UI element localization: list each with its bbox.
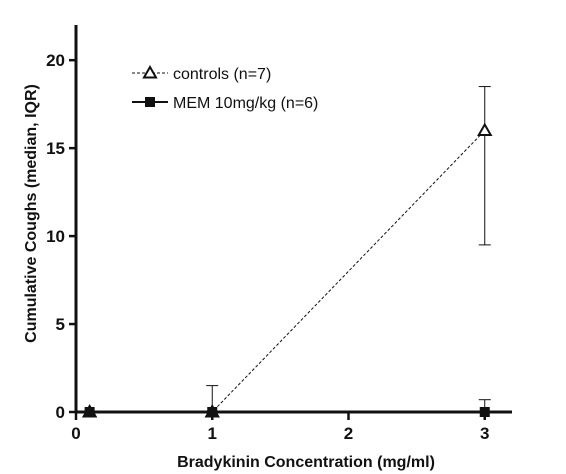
y-tick-label: 10 [46, 227, 65, 246]
y-tick-label: 15 [46, 139, 65, 158]
series-controls [81, 86, 493, 418]
y-axis-ticks: 0 5 10 15 20 [46, 51, 76, 422]
x-tick-label: 0 [71, 424, 80, 443]
y-tick-label: 5 [56, 315, 65, 334]
data-point [477, 122, 493, 137]
x-tick-label: 2 [344, 424, 353, 443]
legend-marker [142, 64, 158, 79]
y-tick-label: 20 [46, 51, 65, 70]
x-axis-ticks: 0 1 2 3 [71, 412, 489, 443]
series-line [89, 130, 486, 413]
x-tick-label: 3 [480, 424, 489, 443]
series-layer [81, 86, 493, 418]
y-axis-title: Cumulative Coughs (median, IQR) [23, 84, 40, 343]
legend-item: MEM 10mg/kg (n=6) [132, 95, 318, 112]
legend-marker [145, 97, 155, 107]
legend-label: MEM 10mg/kg (n=6) [173, 95, 318, 112]
legend-label: controls (n=7) [173, 66, 271, 83]
x-tick-label: 1 [208, 424, 217, 443]
legend-item: controls (n=7) [132, 64, 271, 83]
series-mem [84, 399, 491, 417]
y-tick-label: 0 [56, 403, 65, 422]
x-axis-title: Bradykinin Concentration (mg/ml) [177, 454, 435, 471]
legend: controls (n=7) MEM 10mg/kg (n=6) [132, 64, 318, 112]
plot-area: 0 5 10 15 20 0 1 2 3 [46, 25, 512, 443]
